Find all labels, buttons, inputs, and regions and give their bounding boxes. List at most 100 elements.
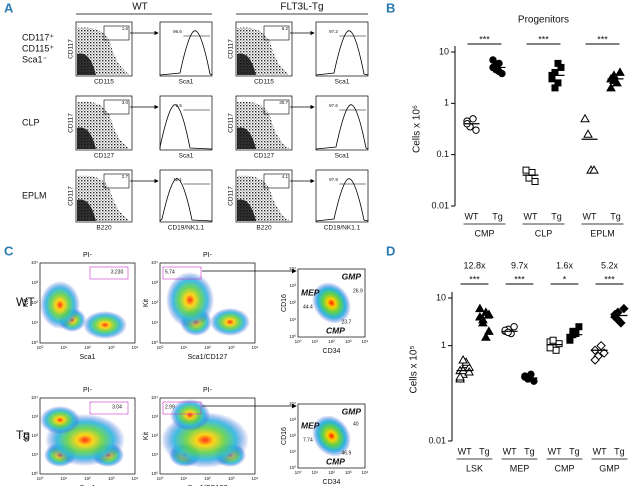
data-point (596, 340, 606, 351)
y-axis-label: Kit (143, 299, 150, 307)
dot-core (237, 53, 256, 75)
y-axis-label: CD117 (68, 186, 75, 206)
panel-label: C (4, 243, 14, 258)
y-tick-label: 10² (151, 300, 158, 305)
x-tick-label: WT (503, 446, 517, 456)
gate-value: 1.6 (122, 26, 129, 31)
significance: *** (479, 34, 490, 44)
gate (162, 401, 202, 415)
x-axis-label: Sca1 (179, 79, 194, 86)
row-label: CD115⁺ (22, 43, 54, 53)
y-tick-label: 10² (31, 300, 38, 305)
x-axis-label: B220 (256, 225, 272, 232)
fold-change: 12.8x (463, 260, 486, 270)
x-tick-label: 10⁴ (362, 470, 369, 475)
category-label: GMP (599, 463, 620, 473)
x-tick-label: Tg (479, 446, 490, 456)
x-tick-label: WT (548, 446, 562, 456)
density (40, 406, 80, 434)
y-axis-label: CD117 (68, 113, 75, 133)
data-point (599, 348, 609, 358)
gate-value: 3.0 (122, 100, 129, 105)
gate-value: 2.5 (176, 103, 183, 108)
gate-value: 97.2 (329, 29, 338, 34)
x-tick-label: 10² (328, 470, 335, 475)
category-label: CMP (475, 228, 495, 238)
significance: *** (469, 274, 480, 284)
y-tick-label: 10 (439, 46, 449, 56)
significance: *** (597, 34, 608, 44)
x-axis-label: Sca1/CD127 (188, 354, 228, 361)
category-label: EPLM (590, 228, 615, 238)
y-tick-label: 10¹ (31, 320, 38, 325)
dot-core (237, 127, 256, 149)
gate-value: 3.230 (111, 269, 124, 275)
y-tick-label: 10¹ (31, 452, 38, 457)
y-tick-label: 10³ (289, 283, 296, 288)
plot-title: PI- (203, 387, 213, 394)
x-tick-label: WT (458, 446, 472, 456)
gate-value: 23.7 (342, 319, 352, 325)
x-tick-label: 10³ (108, 345, 115, 350)
y-axis-label: CD117 (228, 186, 235, 206)
gate-value: 5.74 (165, 269, 175, 275)
x-tick-label: 10² (84, 476, 91, 481)
data-point (575, 323, 583, 331)
y-tick-label: 10⁰ (31, 471, 38, 476)
gate (89, 401, 129, 415)
gate-value: 97.9 (329, 177, 338, 182)
x-axis-label: CD115 (94, 79, 114, 86)
y-tick-label: 10³ (289, 417, 296, 422)
x-tick-label: Tg (492, 211, 503, 221)
density (166, 272, 214, 328)
data-point (531, 178, 539, 186)
data-point (613, 315, 623, 325)
x-axis-label: Sca1 (179, 153, 194, 160)
y-tick-label: 10⁴ (31, 395, 38, 400)
x-tick-label: 10⁴ (132, 476, 139, 481)
gate-value: 44.4 (303, 304, 313, 310)
column-header: WT (132, 2, 148, 13)
category-label: MEP (510, 463, 530, 473)
fold-change: 1.6x (556, 260, 574, 270)
y-tick-label: 10³ (151, 280, 158, 285)
y-tick-label: 10⁰ (151, 340, 158, 345)
y-tick-label: 10⁴ (289, 266, 296, 271)
density (312, 282, 351, 324)
gate (162, 266, 202, 280)
population-label: GMP (342, 406, 362, 416)
x-axis-label: Sca1 (335, 79, 350, 86)
significance: *** (538, 34, 549, 44)
row-label: CLP (22, 117, 40, 127)
gate-value: 96.6 (173, 29, 182, 34)
y-tick-label: 10¹ (151, 452, 158, 457)
x-axis-label: CD127 (254, 153, 275, 160)
dot-core (77, 127, 96, 149)
data-point (527, 370, 535, 379)
y-axis-label: Kit (23, 432, 30, 440)
x-tick-label: Tg (569, 446, 580, 456)
x-tick-label: WT (465, 211, 479, 221)
y-axis-label: Kit (23, 299, 30, 307)
plot-title: PI- (83, 387, 93, 394)
population-label: CMP (326, 456, 345, 466)
x-tick-label: WT (593, 446, 607, 456)
x-axis-label: Sca1 (335, 153, 350, 160)
y-tick-label: 10³ (31, 280, 38, 285)
y-tick-label: 1 (441, 340, 446, 350)
x-tick-label: 10³ (345, 339, 352, 344)
x-tick-label: 10³ (228, 345, 235, 350)
data-point (555, 340, 563, 348)
y-axis-label: CD117 (228, 39, 235, 59)
x-axis-label: CD19/NK1.1 (168, 225, 205, 232)
y-axis-label: Kit (143, 432, 150, 440)
x-tick-label: 10³ (108, 476, 115, 481)
data-point (522, 166, 530, 174)
x-axis-label: CD34 (323, 479, 341, 486)
gate-value: 4.1 (282, 174, 289, 179)
panel-label: B (386, 0, 395, 15)
y-axis-label: CD117 (228, 113, 235, 133)
data-point (475, 303, 485, 313)
